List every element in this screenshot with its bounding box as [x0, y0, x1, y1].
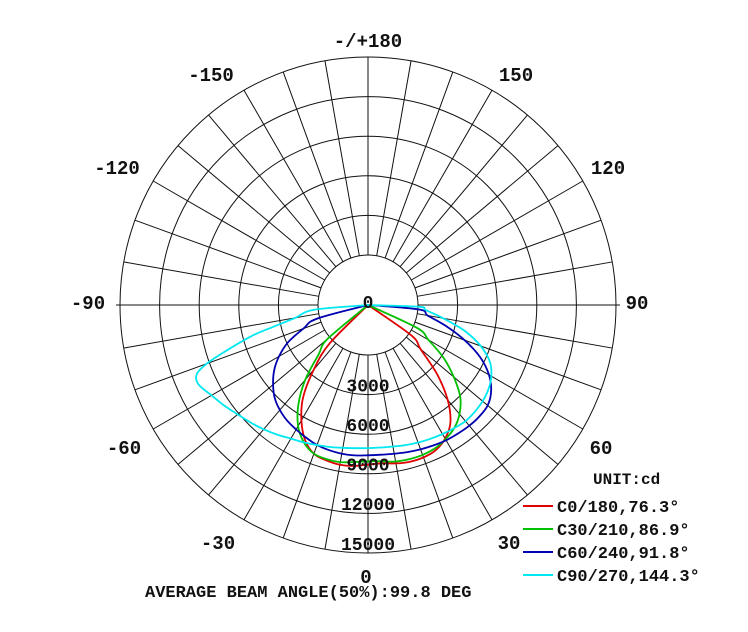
legend: C0/180,76.3° C30/210,86.9° C60/240,91.8° C9…: [523, 499, 700, 587]
angle-label-30: 30: [498, 533, 521, 555]
angle-label-neg120: -120: [94, 158, 140, 180]
spoke-line: [243, 348, 344, 521]
spoke-line: [411, 180, 584, 281]
angle-label-60: 60: [590, 438, 613, 460]
spoke-line: [152, 180, 325, 281]
spoke-line: [177, 336, 331, 465]
spoke-line: [208, 342, 337, 496]
ring-label-3000: 3000: [346, 377, 389, 397]
spoke-line: [376, 354, 412, 550]
legend-label-3: C90/270,144.3°: [557, 568, 700, 587]
curve-series-1: [296, 304, 462, 464]
unit-label: UNIT:cd: [593, 471, 660, 489]
spoke-line: [417, 261, 613, 297]
angle-labels: -/+180 150 120 90 60 30 0 -30 -60 -90 -120 -150: [71, 31, 649, 589]
angle-label-neg150: -150: [188, 65, 234, 87]
spoke-line: [399, 114, 528, 268]
spoke-line: [399, 342, 528, 496]
ring-labels: 0 3000 6000 9000 12000 15000: [341, 294, 395, 556]
spoke-line: [177, 145, 331, 274]
spoke-line: [123, 261, 319, 297]
ring-label-15000: 15000: [341, 536, 395, 556]
spoke-line: [376, 60, 412, 256]
angle-label-neg60: -60: [107, 438, 141, 460]
spoke-line: [392, 89, 493, 262]
ring-label-6000: 6000: [346, 417, 389, 437]
angle-label-0: 0: [360, 567, 371, 589]
beam-angle-footer: AVERAGE BEAM ANGLE(50%):99.8 DEG: [145, 584, 471, 603]
angle-label-90: 90: [626, 293, 649, 315]
ring-label-0: 0: [363, 294, 374, 314]
spoke-line: [411, 329, 584, 430]
spoke-line: [417, 313, 613, 349]
angle-label-180: -/+180: [334, 31, 402, 53]
spoke-line: [384, 351, 454, 539]
legend-label-1: C30/210,86.9°: [557, 522, 690, 541]
angle-label-neg30: -30: [201, 533, 235, 555]
legend-label-2: C60/240,91.8°: [557, 545, 690, 564]
spoke-line: [134, 321, 322, 391]
ring-label-12000: 12000: [341, 496, 395, 516]
intensity-curves: [195, 304, 493, 467]
legend-label-0: C0/180,76.3°: [557, 499, 679, 518]
spoke-line: [152, 329, 325, 430]
spoke-line: [324, 60, 360, 256]
curve-series-0: [300, 304, 452, 467]
spoke-line: [324, 354, 360, 550]
spoke-line: [405, 145, 559, 274]
spoke-line: [243, 89, 344, 262]
angle-label-150: 150: [499, 65, 533, 87]
curve-series-2: [272, 304, 493, 457]
curve-series-3: [195, 304, 493, 450]
angle-label-120: 120: [591, 158, 625, 180]
spoke-line: [414, 219, 602, 289]
spoke-line: [414, 321, 602, 391]
spoke-line: [134, 219, 322, 289]
spoke-line: [123, 313, 319, 349]
spoke-line: [384, 71, 454, 259]
angle-label-neg90: -90: [71, 293, 105, 315]
ring-label-9000: 9000: [346, 457, 389, 477]
spoke-line: [208, 114, 337, 268]
spoke-line: [282, 71, 352, 259]
